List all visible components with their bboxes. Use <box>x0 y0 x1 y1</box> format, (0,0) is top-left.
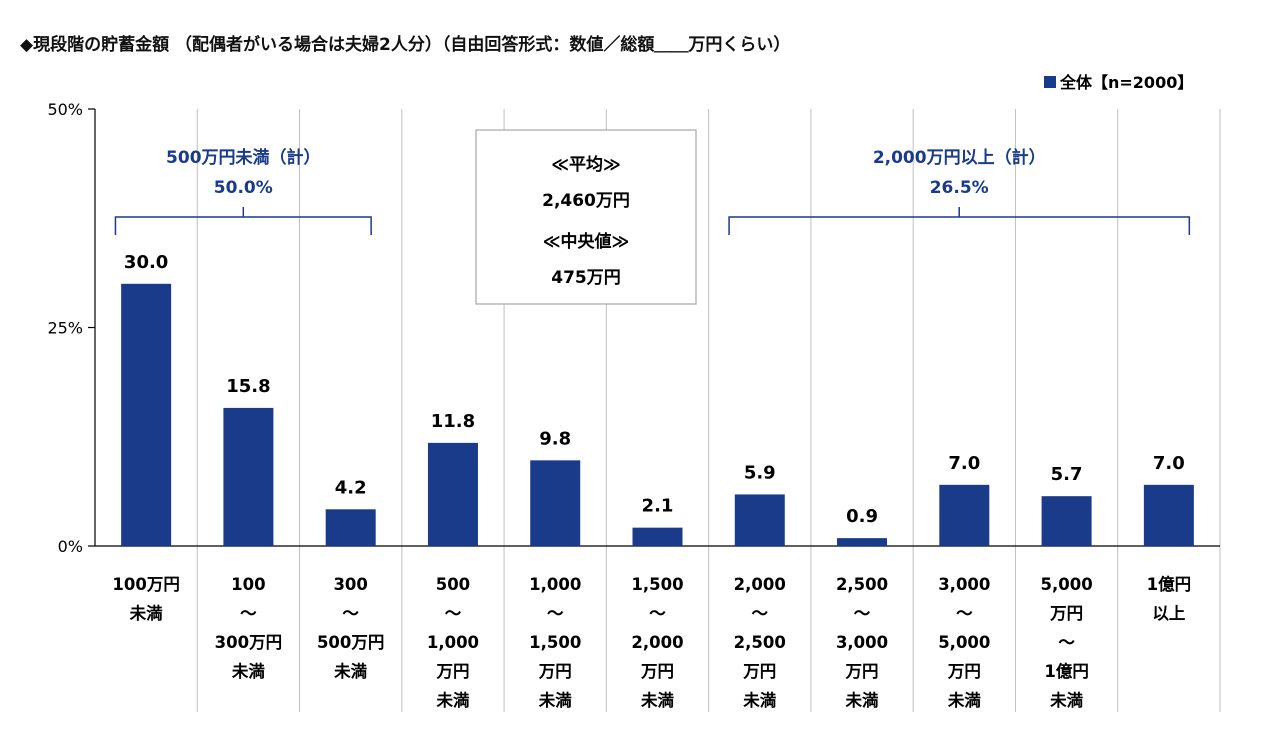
category-label: 2,000 <box>734 575 786 594</box>
y-tick-label: 25% <box>47 319 83 338</box>
bar <box>427 442 478 546</box>
bar-value-label: 4.2 <box>335 477 367 498</box>
group-value: 50.0% <box>214 178 273 198</box>
bar <box>1041 496 1092 546</box>
bar-value-label: 11.8 <box>431 411 475 432</box>
bar-value-label: 7.0 <box>948 453 980 474</box>
category-label: 未満 <box>948 690 982 710</box>
category-label: 1,500 <box>529 633 581 652</box>
legend-swatch <box>1044 76 1056 88</box>
category-label: 2,500 <box>836 575 888 594</box>
category-label: 万円 <box>1049 604 1083 623</box>
category-label: 以上 <box>1152 604 1185 623</box>
category-label: ～ <box>445 604 462 623</box>
category-label: 未満 <box>130 603 164 623</box>
category-label: 万円 <box>742 662 776 681</box>
bar-value-label: 15.8 <box>226 376 270 397</box>
category-label: 未満 <box>743 690 777 710</box>
bar-value-label: 7.0 <box>1153 453 1185 474</box>
category-label: 万円 <box>947 662 981 681</box>
category-label: ～ <box>752 604 769 623</box>
category-label: 万円 <box>845 662 879 681</box>
bar <box>837 538 888 546</box>
bar-value-label: 5.7 <box>1051 464 1083 485</box>
category-label: 100万円 <box>112 575 179 594</box>
chart-title: ◆現段階の貯蓄金額 （配偶者がいる場合は夫婦2人分）（自由回答形式：数値／総額＿… <box>20 35 791 55</box>
category-label: 3,000 <box>938 575 990 594</box>
stats-box <box>475 129 697 305</box>
category-label: 300万円 <box>215 633 282 652</box>
stats-box-line: 475万円 <box>551 268 621 288</box>
category-label: 1億円 <box>1147 574 1191 594</box>
category-label: 500万円 <box>317 633 384 652</box>
category-label: 1,000 <box>427 633 479 652</box>
bar <box>530 460 581 546</box>
category-label: 未満 <box>436 690 470 710</box>
category-label: 万円 <box>640 662 674 681</box>
category-label: 300 <box>333 575 367 594</box>
bar-value-label: 5.9 <box>744 462 776 483</box>
category-label: 万円 <box>538 662 572 681</box>
group-bracket <box>728 216 1191 235</box>
category-label: 5,000 <box>1040 575 1092 594</box>
category-label: ～ <box>342 604 359 623</box>
category-label: ～ <box>1058 633 1075 652</box>
category-label: ～ <box>854 604 871 623</box>
category-label: 2,000 <box>631 633 683 652</box>
legend-label: 全体【n=2000】 <box>1059 73 1193 92</box>
category-label: 未満 <box>539 690 573 710</box>
stats-box-line: 2,460万円 <box>542 191 630 211</box>
bar <box>121 283 172 546</box>
bar-value-label: 30.0 <box>124 252 168 273</box>
category-label: 未満 <box>334 661 368 681</box>
category-label: 1億円 <box>1044 661 1088 681</box>
category-label: 1,500 <box>631 575 683 594</box>
group-bracket <box>114 216 372 235</box>
category-label: 未満 <box>1050 690 1084 710</box>
category-label: ～ <box>956 604 973 623</box>
category-label: 未満 <box>641 690 675 710</box>
category-label: 3,000 <box>836 633 888 652</box>
y-tick-label: 0% <box>58 537 83 556</box>
bar-value-label: 0.9 <box>846 506 878 527</box>
stats-box-line: ≪平均≫ <box>551 154 621 175</box>
stats-box-line: ≪中央値≫ <box>543 231 630 252</box>
bar <box>734 494 785 546</box>
category-label: 2,500 <box>734 633 786 652</box>
y-tick-label: 50% <box>47 100 83 119</box>
group-label: 500万円未満（計） <box>166 147 321 168</box>
category-label: ～ <box>649 604 666 623</box>
category-label: ～ <box>240 604 257 623</box>
bar <box>1143 484 1194 546</box>
bar <box>939 484 990 546</box>
category-label: 1,000 <box>529 575 581 594</box>
group-label: 2,000万円以上（計） <box>873 147 1046 168</box>
bar <box>223 407 274 546</box>
category-label: 100 <box>231 575 265 594</box>
category-label: 5,000 <box>938 633 990 652</box>
category-label: 500 <box>436 575 470 594</box>
bar-value-label: 9.8 <box>539 428 571 449</box>
bar <box>632 527 683 546</box>
category-label: 未満 <box>232 661 266 681</box>
bar <box>325 509 376 546</box>
group-value: 26.5% <box>930 178 989 198</box>
bar-value-label: 2.1 <box>642 496 674 517</box>
category-label: ～ <box>547 604 564 623</box>
category-label: 未満 <box>846 690 880 710</box>
category-label: 万円 <box>435 662 469 681</box>
